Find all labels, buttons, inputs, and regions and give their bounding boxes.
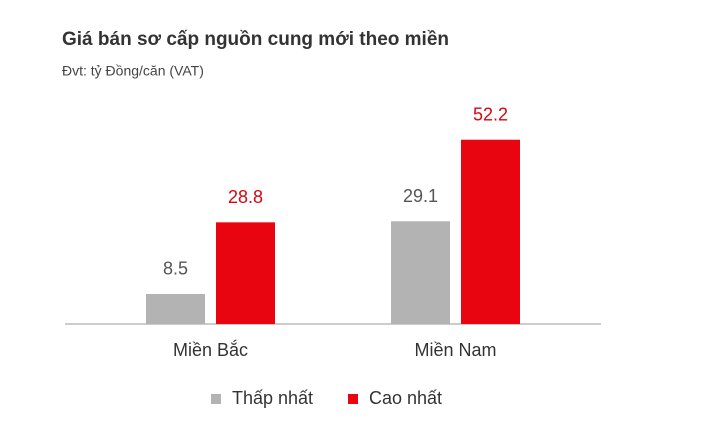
bar <box>146 293 205 324</box>
x-tick-label: Miền Nam <box>414 340 496 360</box>
bar <box>461 139 520 324</box>
chart-subtitle: Đvt: tỷ Đồng/căn (VAT) <box>62 63 204 79</box>
x-tick-label: Miền Bắc <box>173 339 248 360</box>
legend-swatch <box>211 394 221 404</box>
bar <box>391 221 450 324</box>
value-label: 29.1 <box>403 186 438 206</box>
bar <box>216 222 275 324</box>
value-label: 28.8 <box>228 187 263 207</box>
legend-label: Cao nhất <box>369 388 442 408</box>
legend-swatch <box>348 394 358 404</box>
value-label: 8.5 <box>163 259 188 279</box>
chart-title: Giá bán sơ cấp nguồn cung mới theo miền <box>62 29 449 50</box>
value-label: 52.2 <box>473 104 508 124</box>
legend-label: Thấp nhất <box>232 388 313 408</box>
